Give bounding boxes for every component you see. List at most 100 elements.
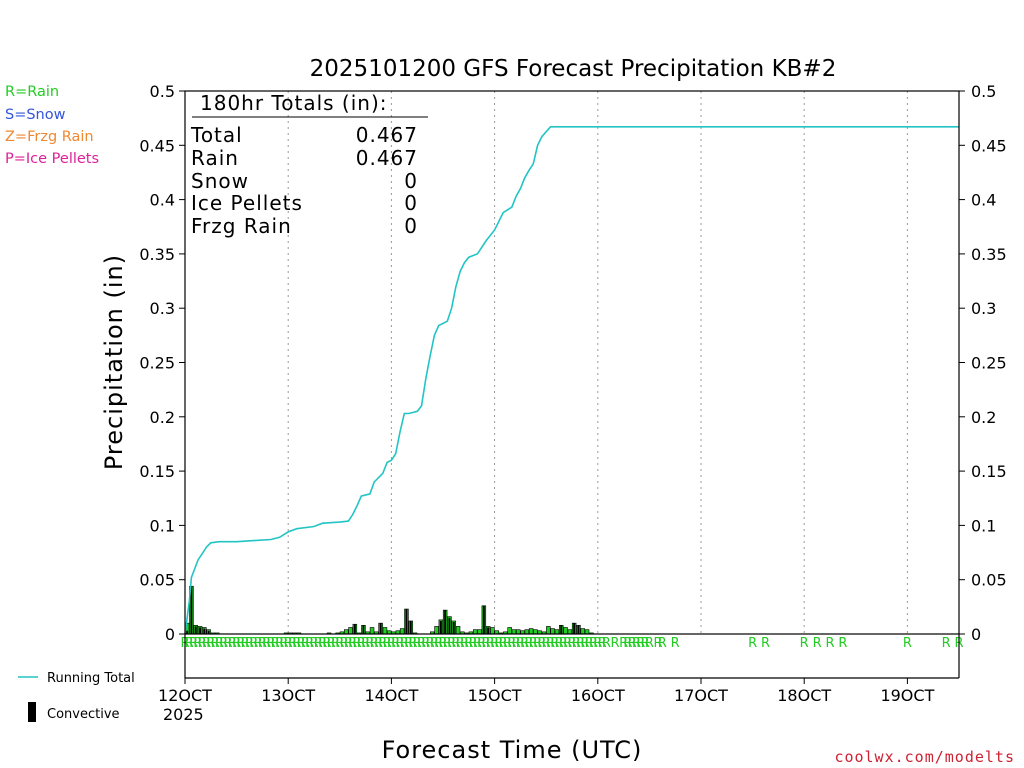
precip-type-marker-62: R [447, 636, 456, 651]
precip-type-marker-84: R [542, 636, 551, 651]
precip-bar-68 [584, 629, 590, 635]
y-tick-label-left-6: 0.3 [150, 299, 175, 318]
precip-type-marker-12: R [232, 636, 241, 651]
y-tick-label-right-1: 0.05 [971, 571, 1007, 590]
precip-type-marker-22: R [275, 636, 284, 651]
precip-type-marker-53: R [408, 636, 417, 651]
x-axis-title: Forecast Time (UTC) [382, 736, 643, 764]
precip-type-marker-69: R [477, 636, 486, 651]
totals-box: 180hr Totals (in): Total 0.467 Rain 0.46… [190, 91, 428, 238]
precip-type-marker-51: R [400, 636, 409, 651]
y-tick-label-left-4: 0.2 [150, 408, 175, 427]
y-tick-label-left-10: 0.5 [150, 82, 175, 101]
convective-legend-label: Convective [47, 707, 120, 722]
running-total-line [184, 126, 959, 635]
convective-bar-16 [487, 627, 490, 634]
legend-frzg-rain: Z=Frzg Rain [5, 129, 94, 145]
precip-type-marker-113: R [813, 636, 822, 651]
y-tick-label-left-1: 0.05 [139, 571, 175, 590]
precip-type-marker-70: R [481, 636, 490, 651]
precip-type-marker-68: R [473, 636, 482, 651]
totals-rain-value: 0.467 [356, 146, 418, 170]
convective-bar-9 [405, 609, 408, 634]
precip-type-marker-56: R [421, 636, 430, 651]
precip-bar-63 [563, 627, 568, 635]
x-tick-label-3: 15OCT [468, 686, 522, 705]
precip-type-marker-49: R [391, 636, 400, 651]
convective-bar-2 [194, 626, 197, 634]
precip-type-marker-102: R [628, 636, 637, 651]
precip-type-marker-97: R [598, 636, 607, 651]
precip-type-marker-71: R [486, 636, 495, 651]
precip-type-marker-38: R [344, 636, 353, 651]
precip-type-marker-14: R [241, 636, 250, 651]
precip-type-marker-111: R [761, 636, 770, 651]
precip-type-marker-114: R [825, 636, 834, 651]
precip-type-marker-19: R [262, 636, 271, 651]
precip-type-marker-109: R [671, 636, 680, 651]
y-tick-label-left-8: 0.4 [150, 191, 175, 210]
precip-type-marker-26: R [292, 636, 301, 651]
precip-bar-16 [348, 627, 353, 635]
precip-type-marker-23: R [279, 636, 288, 651]
precip-type-marker-92: R [576, 636, 585, 651]
precip-type-marker-4: R [198, 636, 207, 651]
precip-type-marker-16: R [249, 636, 258, 651]
legend-snow: S=Snow [5, 107, 66, 123]
precip-bar-21 [369, 627, 375, 635]
x-tick-label-5: 17OCT [674, 686, 728, 705]
totals-ice-value: 0 [404, 191, 418, 215]
precip-type-marker-103: R [632, 636, 641, 651]
x-tick-label-4: 16OCT [571, 686, 625, 705]
precip-type-marker-73: R [494, 636, 503, 651]
precip-type-marker-47: R [383, 636, 392, 651]
convective-bar-7 [362, 625, 365, 634]
precip-type-marker-76: R [507, 636, 516, 651]
convective-legend-swatch [28, 702, 36, 722]
precip-bar-51 [511, 629, 517, 635]
precip-type-marker-6: R [206, 636, 215, 651]
convective-bar-3 [199, 627, 201, 634]
totals-frzg-value: 0 [404, 214, 418, 238]
precip-type-marker-88: R [559, 636, 568, 651]
convective-bar-6 [353, 624, 356, 634]
precip-type-marker-27: R [297, 636, 306, 651]
convective-bar-14 [452, 622, 455, 634]
precip-type-marker-74: R [499, 636, 508, 651]
precip-type-marker-75: R [503, 636, 512, 651]
y-tick-label-right-5: 0.25 [971, 354, 1007, 373]
credit-text: coolwx.com/modelts [834, 748, 1015, 766]
precip-type-marker-31: R [314, 636, 323, 651]
year-label: 2025 [163, 705, 204, 724]
precip-type-marker-59: R [434, 636, 443, 651]
precip-type-marker-40: R [352, 636, 361, 651]
convective-bar-11 [439, 620, 442, 634]
hourly-precip-bars [184, 585, 594, 635]
precip-type-marker-24: R [284, 636, 293, 651]
precip-type-marker-50: R [395, 636, 404, 651]
precip-type-marker-106: R [645, 636, 654, 651]
precip-type-marker-80: R [524, 636, 533, 651]
precip-type-marker-79: R [520, 636, 529, 651]
precip-type-marker-32: R [318, 636, 327, 651]
precip-type-marker-42: R [361, 636, 370, 651]
precip-type-marker-25: R [288, 636, 297, 651]
legend-rain: R=Rain [5, 84, 59, 100]
y-tick-label-right-3: 0.15 [971, 462, 1007, 481]
precip-type-marker-57: R [426, 636, 435, 651]
precip-type-marker-94: R [585, 636, 594, 651]
precip-type-marker-36: R [335, 636, 344, 651]
precip-type-marker-78: R [516, 636, 525, 651]
convective-bar-12 [444, 610, 447, 634]
precip-type-marker-35: R [331, 636, 340, 651]
precip-type-marker-8: R [215, 636, 224, 651]
precip-type-marker-101: R [623, 636, 632, 651]
y-tick-label-left-0: 0 [165, 625, 175, 644]
precip-type-marker-30: R [309, 636, 318, 651]
precip-bar-43 [477, 629, 482, 635]
precip-type-marker-67: R [469, 636, 478, 651]
x-tick-label-7: 19OCT [880, 686, 934, 705]
precip-type-marker-46: R [378, 636, 387, 651]
precip-type-markers: RRRRRRRRRRRRRRRRRRRRRRRRRRRRRRRRRRRRRRRR… [180, 636, 963, 651]
totals-ice-label: Ice Pellets [191, 191, 303, 215]
